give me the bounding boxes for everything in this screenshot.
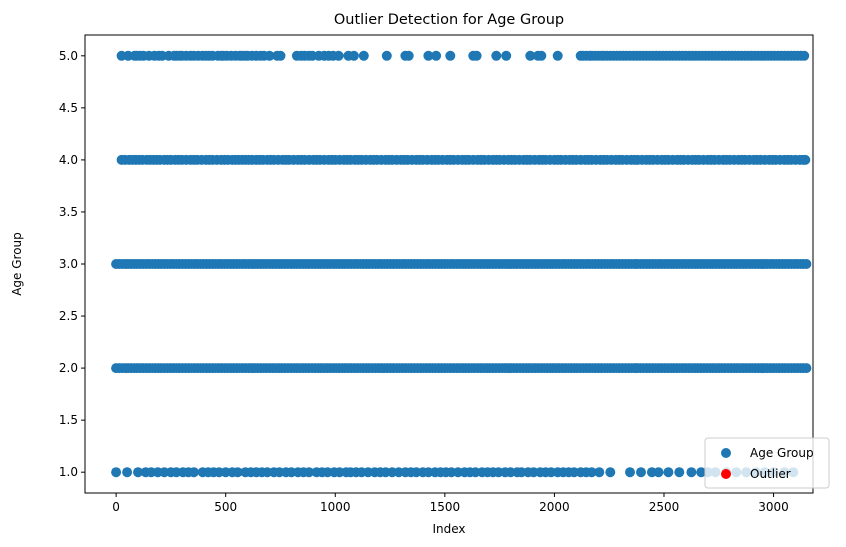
data-point (403, 50, 414, 61)
y-tick-label: 2.0 (59, 361, 78, 375)
data-point (381, 50, 392, 61)
data-point (636, 467, 646, 478)
data-point (605, 467, 616, 478)
data-point (625, 467, 635, 478)
data-point (264, 50, 275, 61)
x-tick-label: 3000 (758, 500, 789, 514)
y-axis-ticks: 1.0 1.5 2.0 2.5 3.0 3.5 4.0 4.5 5.0 (59, 49, 85, 479)
y-tick-label: 5.0 (59, 49, 78, 63)
x-axis-label: Index (432, 522, 465, 536)
data-point (594, 467, 605, 478)
data-point (552, 50, 563, 61)
data-point (586, 467, 597, 478)
x-axis-ticks: 0 500 1000 1500 2000 2500 3000 (112, 493, 789, 514)
data-point (525, 50, 536, 61)
data-point (801, 363, 812, 374)
data-point (122, 467, 133, 478)
y-axis-label: Age Group (10, 232, 24, 296)
y-tick-label: 4.5 (59, 101, 78, 115)
y-tick-label: 3.0 (59, 257, 78, 271)
data-point (471, 50, 482, 61)
y-tick-label: 2.5 (59, 309, 78, 323)
y-tick-label: 1.5 (59, 413, 78, 427)
data-point (799, 50, 810, 61)
y-tick-label: 4.0 (59, 153, 78, 167)
data-point (304, 467, 314, 478)
y-tick-label: 3.5 (59, 205, 78, 219)
data-point (348, 50, 359, 61)
chart-title: Outlier Detection for Age Group (334, 12, 564, 28)
legend-box (704, 437, 830, 489)
legend-label-outlier: Outlier (750, 467, 791, 481)
data-point (445, 50, 456, 61)
data-point (653, 467, 664, 478)
data-points (111, 50, 812, 478)
data-point (133, 467, 143, 478)
x-tick-label: 1500 (430, 500, 461, 514)
legend-marker-age-group (721, 448, 731, 458)
data-point (232, 467, 243, 478)
x-tick-label: 2000 (539, 500, 570, 514)
data-point (111, 467, 122, 478)
data-point (801, 259, 812, 269)
data-point (275, 50, 286, 61)
legend-label-age-group: Age Group (750, 446, 814, 460)
data-point (686, 467, 697, 478)
data-point (431, 50, 442, 61)
x-tick-label: 1000 (320, 500, 351, 514)
x-tick-label: 500 (214, 500, 237, 514)
data-point (663, 467, 674, 478)
data-point (491, 50, 502, 61)
y-tick-label: 1.0 (59, 465, 78, 479)
data-point (536, 50, 547, 61)
data-point (333, 50, 344, 61)
data-point (358, 50, 369, 61)
x-tick-label: 0 (112, 500, 120, 514)
legend: Age Group Outlier (704, 437, 830, 489)
x-tick-label: 2500 (649, 500, 680, 514)
data-point (501, 50, 512, 61)
data-point (188, 467, 199, 478)
data-point (800, 154, 811, 165)
data-point (423, 50, 434, 61)
data-point (674, 467, 685, 478)
legend-marker-outlier (721, 469, 731, 479)
